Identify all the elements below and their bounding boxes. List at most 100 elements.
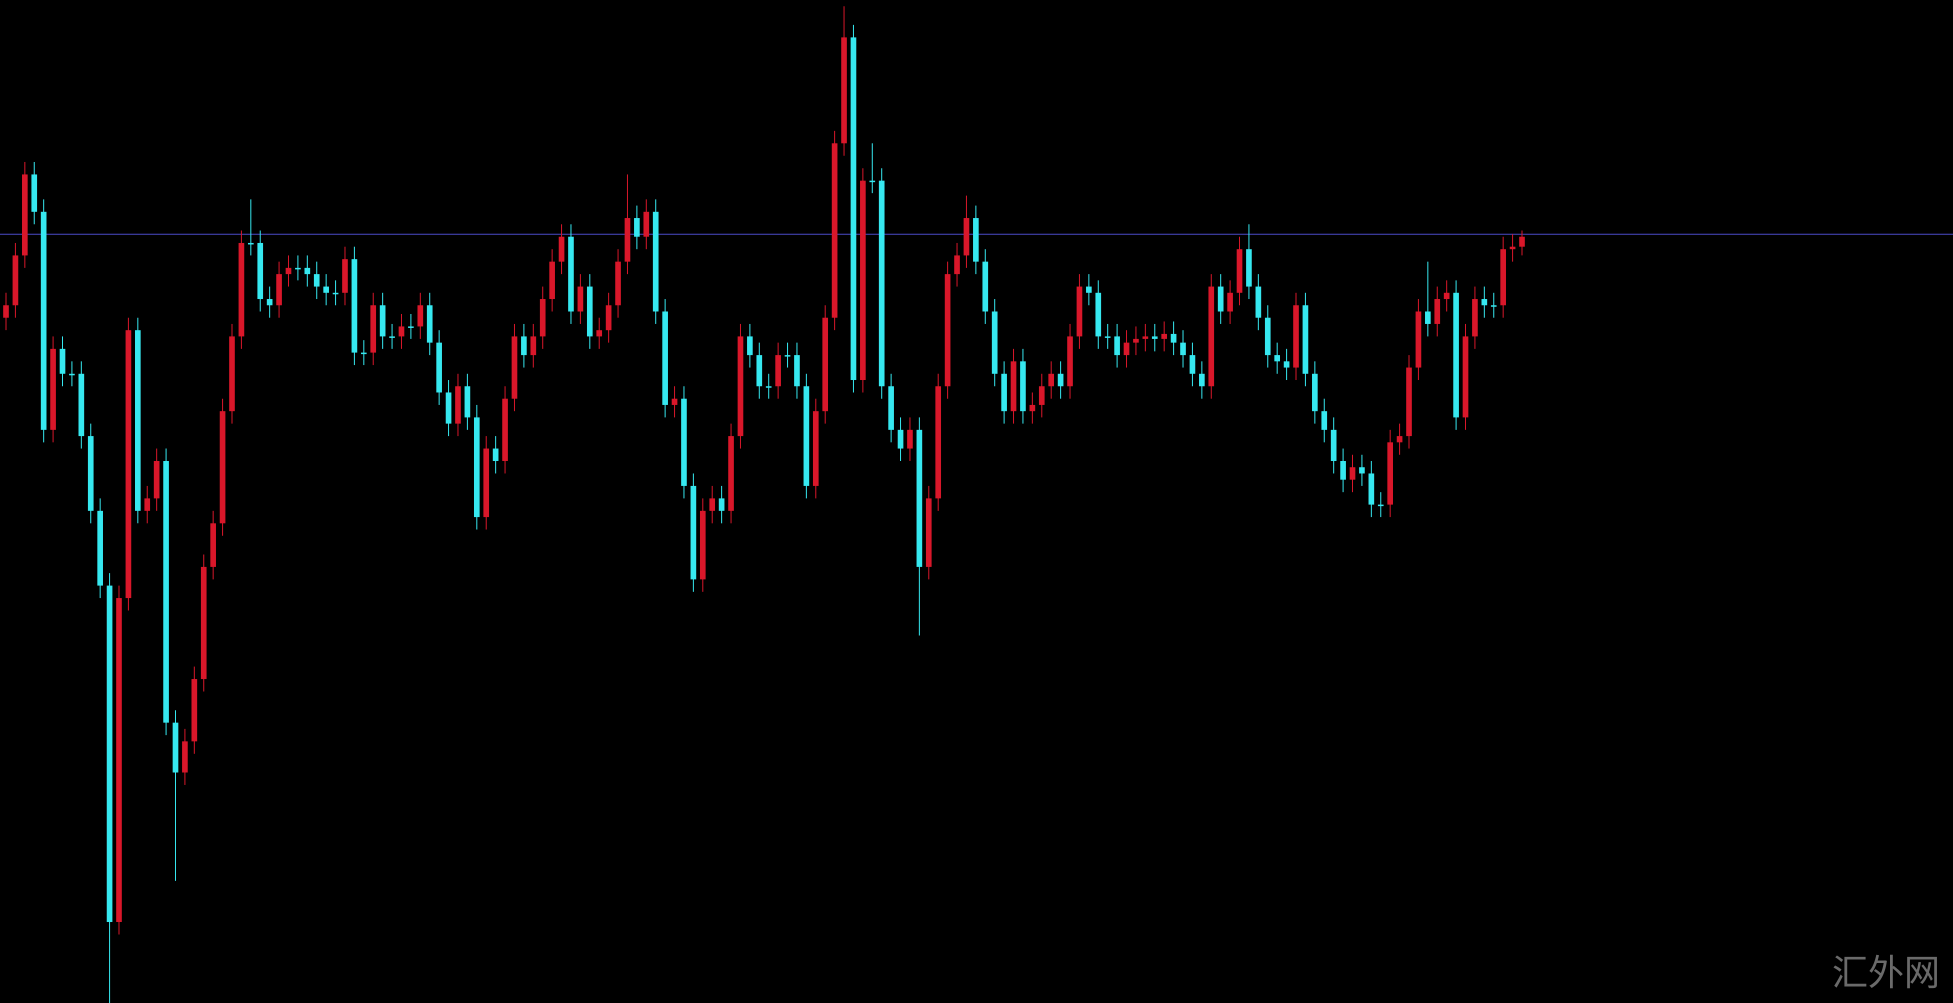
candle-body xyxy=(1453,292,1459,418)
candle-body xyxy=(1114,336,1120,356)
candle-body xyxy=(982,261,989,312)
candle-body xyxy=(747,336,753,356)
candle-body xyxy=(266,299,273,306)
candle-body xyxy=(624,218,631,262)
candle-body xyxy=(1170,333,1177,343)
candle-body xyxy=(332,292,339,295)
candle-body xyxy=(728,436,734,511)
candle-body xyxy=(116,598,122,923)
candle-body xyxy=(219,411,226,524)
candle-body xyxy=(709,498,716,511)
candle-body xyxy=(323,286,329,293)
candle-body xyxy=(803,386,810,486)
candle-body xyxy=(69,373,75,376)
candle-body xyxy=(191,679,198,742)
candle-body xyxy=(426,305,433,343)
candle-body xyxy=(1462,336,1469,418)
candle-body xyxy=(634,218,640,237)
candle-body xyxy=(342,259,348,293)
candle-body xyxy=(878,180,885,387)
candle-body xyxy=(812,411,819,486)
candle-body xyxy=(1067,336,1073,387)
candle-body xyxy=(963,218,970,256)
candle-body xyxy=(1057,373,1064,387)
candle-body xyxy=(1519,236,1525,247)
candle-body xyxy=(1142,336,1149,339)
candle-body xyxy=(699,510,706,580)
candle-body xyxy=(125,330,132,599)
candle-body xyxy=(944,274,951,387)
candle-body xyxy=(935,386,942,499)
candle-body xyxy=(954,255,960,275)
candle-body xyxy=(1199,373,1205,387)
candle-body xyxy=(671,398,678,405)
candle-body xyxy=(1161,333,1168,339)
candle-body xyxy=(1330,429,1337,462)
candle-body xyxy=(841,37,847,144)
candle-body xyxy=(568,236,574,312)
candle-body xyxy=(351,259,358,353)
candle-body xyxy=(718,498,725,511)
candle-body xyxy=(1359,467,1365,474)
candle-body xyxy=(605,305,612,331)
candle-body xyxy=(97,510,103,586)
candle-body xyxy=(436,342,442,393)
candle-body xyxy=(163,461,169,723)
candle-body xyxy=(389,336,395,338)
candle-body xyxy=(304,267,311,275)
candle-body xyxy=(1048,373,1055,387)
candle-body xyxy=(784,355,791,357)
candle-body xyxy=(78,373,85,437)
candle-body xyxy=(539,299,546,337)
candle-body xyxy=(521,336,527,356)
candle-body xyxy=(210,523,216,567)
candle-body xyxy=(662,311,668,405)
candle-body xyxy=(897,429,904,449)
candle-body xyxy=(464,386,471,418)
candle-body xyxy=(473,417,480,518)
candle-body xyxy=(285,267,292,275)
candle-body xyxy=(530,336,537,356)
candle-body xyxy=(1472,299,1478,337)
candle-body xyxy=(1349,467,1356,480)
candle-body xyxy=(1321,411,1328,430)
candle-body xyxy=(1038,386,1045,405)
candle-body xyxy=(596,330,603,337)
candle-body xyxy=(1425,311,1431,324)
candle-body xyxy=(558,236,565,262)
candle-body xyxy=(765,386,772,388)
candle-body xyxy=(40,211,47,430)
candle-body xyxy=(1010,361,1017,412)
candle-body xyxy=(1443,292,1450,300)
candle-body xyxy=(417,305,424,327)
candle-body xyxy=(238,242,245,337)
candle-body xyxy=(511,336,518,399)
candle-body xyxy=(182,741,188,773)
candle-body xyxy=(1396,436,1403,443)
candle-body xyxy=(850,37,857,381)
candle-body xyxy=(1095,292,1102,337)
candle-body xyxy=(794,355,800,387)
candle-body xyxy=(1236,249,1243,293)
candle-body xyxy=(229,336,235,412)
candle-body xyxy=(1246,249,1252,287)
candle-body xyxy=(1368,473,1375,505)
candle-body xyxy=(1434,299,1441,324)
candle-body xyxy=(973,218,979,262)
candle-body xyxy=(1500,249,1506,306)
candle-body xyxy=(549,261,555,300)
candle-body xyxy=(1481,299,1488,306)
candle-body xyxy=(492,448,499,462)
watermark: 汇外网 xyxy=(1832,953,1940,994)
candle-body xyxy=(153,461,160,499)
candle-body xyxy=(1104,336,1111,338)
candle-body xyxy=(398,326,405,337)
candle-body xyxy=(1293,305,1299,368)
candle-body xyxy=(1415,311,1422,368)
candle-body xyxy=(737,336,744,437)
candle-body xyxy=(370,305,377,353)
candle-body xyxy=(1180,342,1186,356)
candle-body xyxy=(1001,373,1007,412)
candle-body xyxy=(360,352,367,355)
